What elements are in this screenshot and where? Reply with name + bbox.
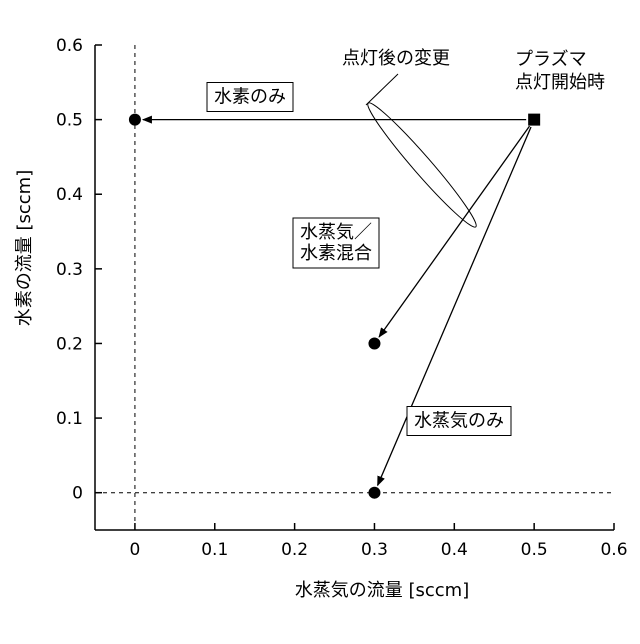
- transition-label-2: 水蒸気のみ: [407, 407, 511, 436]
- x-axis-title: 水蒸気の流量 [sccm]: [295, 580, 469, 601]
- data-point: [368, 487, 380, 499]
- transition-label-0: 水素のみ: [207, 83, 293, 112]
- x-tick-label: 0.5: [521, 540, 548, 560]
- data-points: [129, 114, 540, 499]
- x-tick-label: 0: [130, 540, 141, 560]
- y-tick-label: 0.1: [56, 409, 83, 429]
- data-point: [368, 337, 380, 349]
- annotation-ellipse: [361, 97, 482, 233]
- x-tick-label: 0.1: [201, 540, 228, 560]
- transition-label-2-text: 水蒸気のみ: [414, 411, 504, 432]
- transition-label-1-text: 水蒸気／: [300, 222, 372, 243]
- x-tick-label: 0.3: [361, 540, 388, 560]
- y-axis-title: 水素の流量 [sccm]: [14, 170, 35, 326]
- annotation-leader-line: [366, 74, 398, 105]
- y-tick-label: 0: [72, 484, 83, 504]
- data-point: [129, 114, 141, 126]
- x-tick-label: 0.2: [281, 540, 308, 560]
- annotation-ellipse-group: [361, 74, 482, 233]
- y-tick-label: 0.5: [56, 111, 83, 131]
- annotation-labels: 水素のみ水蒸気／水素混合水蒸気のみ プラズマ点灯開始時 点灯後の変更: [207, 48, 605, 436]
- y-tick-label: 0.4: [56, 185, 83, 205]
- transition-label-1: 水蒸気／水素混合: [293, 218, 379, 268]
- start-point-marker: [528, 114, 540, 126]
- transition-label-0-text: 水素のみ: [214, 87, 286, 108]
- transition-label-1-text: 水素混合: [300, 243, 372, 264]
- y-tick-label: 0.3: [56, 260, 83, 280]
- ticks: 0 0.1 0.2 0.3 0.4 0.5 0.6 0 0.1 0.2 0.3 0.4 0.5 0.6: [56, 36, 628, 560]
- y-tick-label: 0.2: [56, 334, 83, 354]
- x-tick-label: 0.4: [441, 540, 468, 560]
- start-point-label: プラズマ点灯開始時: [515, 49, 605, 93]
- y-tick-label: 0.6: [56, 36, 83, 56]
- x-tick-label: 0.6: [600, 540, 627, 560]
- annotation-label: 点灯後の変更: [342, 48, 450, 69]
